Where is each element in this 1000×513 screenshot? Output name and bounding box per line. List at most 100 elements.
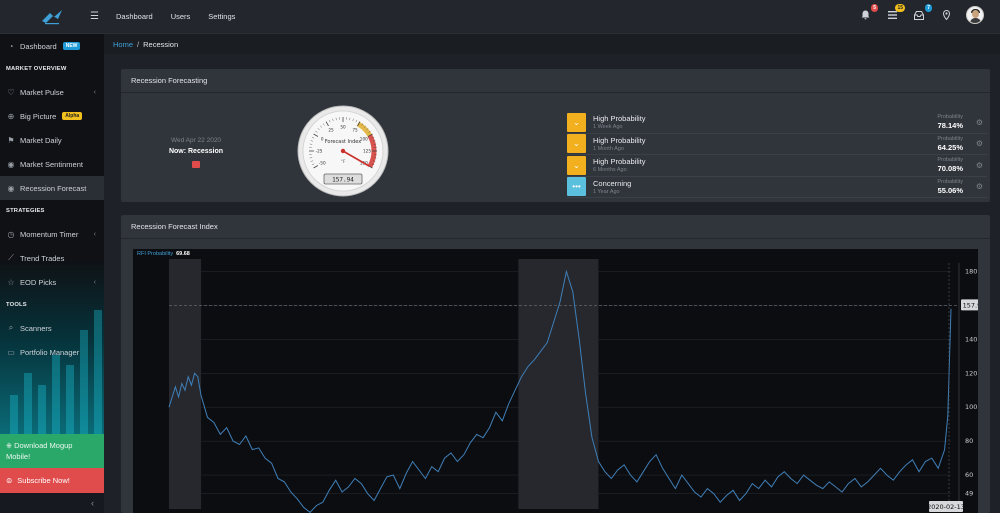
- sidebar-item-scanners[interactable]: ⌕ Scanners: [0, 316, 104, 340]
- probability-titles: High Probability 1 Week Ago: [593, 114, 646, 130]
- chevron-down-icon: ⌄: [567, 112, 586, 132]
- gauge-tick-label: 50: [340, 125, 346, 130]
- gauge-tick: [367, 133, 373, 137]
- gear-icon[interactable]: ⚙: [975, 160, 983, 170]
- probability-row: ⌄ High Probability 6 Months Ago Probability…: [567, 155, 987, 177]
- alert-flag-icon: [192, 161, 200, 168]
- subscribe-button[interactable]: ⊜ Subscribe Now!: [0, 468, 104, 493]
- recession-shaded-region: [169, 259, 202, 509]
- gauge-tick-label: 0: [321, 137, 324, 142]
- y-tick-label: 140: [965, 335, 977, 343]
- download-app-button[interactable]: ⎈ Download Mogup Mobile!: [0, 434, 104, 468]
- star-icon: ☆: [7, 277, 15, 287]
- sidebar-item-market-pulse[interactable]: ♡ Market Pulse ‹: [0, 80, 104, 104]
- hamburger-menu-icon[interactable]: ☰: [90, 11, 99, 22]
- breadcrumb-home-link[interactable]: Home: [113, 39, 134, 49]
- probability-period: 6 Months Ago: [593, 167, 627, 174]
- forecast-gauge: -50-250255075100125150 Forecast Index °F…: [297, 105, 389, 197]
- sidebar-item-eod-picks[interactable]: ☆ EOD Picks ‹: [0, 270, 104, 294]
- y-tick-label: 60: [965, 471, 973, 479]
- legend-series-value: 69.68: [176, 251, 190, 257]
- gauge-tick: [310, 140, 314, 142]
- recession-status: Now: Recession: [168, 148, 224, 155]
- gauge-tick-label: 25: [328, 128, 334, 133]
- probability-titles: High Probability 1 Month Ago: [593, 136, 646, 152]
- bell-icon[interactable]: 5: [858, 4, 878, 22]
- gauge-tick-label: -25: [316, 149, 323, 154]
- globe-icon: ⊕: [7, 111, 15, 121]
- gauge-tick: [325, 121, 329, 127]
- sidebar-item-label: Momentum Timer: [20, 229, 79, 239]
- gauge-tick: [310, 160, 314, 162]
- chevron-down-icon: ⌄: [567, 155, 586, 175]
- gauge-tick: [309, 157, 313, 159]
- gauge-tick: [349, 117, 351, 121]
- list-icon[interactable]: 15: [885, 4, 905, 22]
- probability-value: 55.06%: [937, 185, 963, 195]
- x-end-date-tag: [929, 501, 963, 512]
- topnav-dashboard[interactable]: Dashboard: [116, 12, 153, 21]
- sidebar-item-big-picture[interactable]: ⊕ Big Picture Alpha: [0, 104, 104, 128]
- messages-badge: 15: [895, 4, 905, 12]
- y-tick-label: 120: [965, 369, 977, 377]
- gauge-tick: [372, 140, 376, 142]
- sidebar-item-market-daily[interactable]: ⚑ Market Daily: [0, 128, 104, 152]
- gauge-unit: °F: [341, 159, 346, 165]
- flag-icon: ⚑: [7, 135, 15, 145]
- legend-series-name: RFI Probability: [137, 251, 174, 257]
- gauge-tick: [335, 117, 337, 121]
- probability-row: ⌄ High Probability 1 Month Ago Probability 6…: [567, 134, 987, 155]
- collapse-sidebar-button[interactable]: ‹: [0, 493, 104, 513]
- probability-title: High Probability: [593, 114, 646, 124]
- eye-icon: ◉: [7, 159, 15, 169]
- current-value-label: 157.96: [963, 301, 978, 309]
- tasks-badge: 7: [925, 4, 932, 12]
- sidebar-item-label: Market Daily: [20, 135, 62, 145]
- gear-icon[interactable]: ⚙: [975, 139, 983, 149]
- chevron-icon: ‹: [93, 230, 96, 238]
- recession-forecast-index-title: Recession Forecast Index: [121, 215, 990, 239]
- probability-list: ⌄ High Probability 1 Week Ago Probability 78…: [567, 112, 987, 198]
- gauge-tick: [332, 118, 334, 122]
- location-pin-icon[interactable]: [939, 8, 953, 22]
- gear-icon[interactable]: ⚙: [975, 182, 983, 192]
- logo[interactable]: [0, 0, 104, 34]
- gauge-tick: [371, 136, 375, 139]
- gauge-tick: [328, 119, 331, 123]
- gauge-label: Forecast Index: [325, 139, 362, 145]
- briefcase-icon: ▭: [7, 347, 15, 357]
- gauge-tick: [361, 123, 364, 126]
- gauge-tick: [372, 160, 376, 162]
- sidebar-item-recession-forecast[interactable]: ◉ Recession Forecast: [0, 176, 104, 200]
- probability-value-block: Probability 78.14%: [937, 114, 963, 130]
- gauge-tick-label: 125: [363, 149, 371, 154]
- y-tick-label: 80: [965, 437, 973, 445]
- search-icon: ⌕: [8, 323, 14, 332]
- sidebar-item-dashboard[interactable]: ◔ Dashboard NEW: [0, 34, 104, 58]
- topnav-users[interactable]: Users: [170, 12, 191, 21]
- sidebar-item-portfolio-manager[interactable]: ▭ Portfolio Manager: [0, 340, 104, 364]
- gauge-tick: [320, 125, 323, 128]
- sidebar-item-label: Market Pulse: [20, 87, 64, 97]
- subscribe-icon: ⊜: [6, 476, 13, 485]
- topnav-settings[interactable]: Settings: [208, 12, 236, 21]
- probability-label: Probability: [937, 135, 963, 142]
- probability-period: 1 Week Ago: [593, 124, 623, 131]
- sidebar-item-momentum-timer[interactable]: ◷ Momentum Timer ‹: [0, 222, 104, 246]
- probability-period: 1 Year Ago: [593, 188, 620, 195]
- user-avatar[interactable]: [966, 6, 984, 24]
- gauge-tick-label: -50: [319, 161, 326, 166]
- gauge-tick: [368, 130, 371, 133]
- breadcrumb-current: Recession: [143, 39, 179, 49]
- probability-titles: High Probability 6 Months Ago: [593, 157, 646, 173]
- inbox-icon[interactable]: 7: [912, 4, 932, 22]
- sidebar-item-trend-trades[interactable]: ⟋ Trend Trades: [0, 246, 104, 270]
- x-end-date-label: 2020-02-13: [927, 503, 965, 511]
- probability-label: Probability: [937, 157, 963, 164]
- probability-value-block: Probability 70.08%: [937, 157, 963, 173]
- gear-icon[interactable]: ⚙: [975, 117, 983, 127]
- alerts-badge: 5: [871, 4, 878, 12]
- sidebar-item-market-sentinment[interactable]: ◉ Market Sentinment: [0, 152, 104, 176]
- sidebar-section-heading: STRATEGIES: [6, 208, 45, 214]
